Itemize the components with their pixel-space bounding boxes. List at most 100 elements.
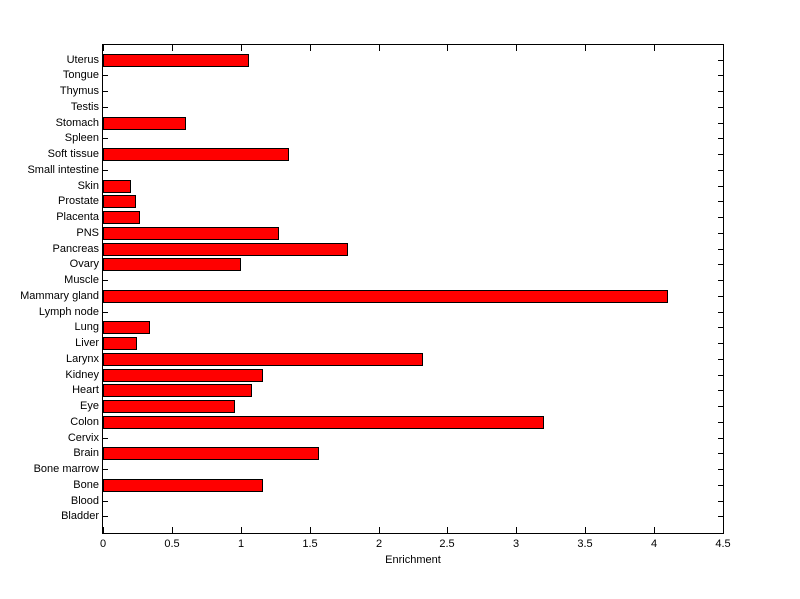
y-axis-label-spleen: Spleen (64, 132, 99, 144)
x-axis-label: Enrichment (385, 554, 441, 566)
y-tick-right-mammary-gland (718, 296, 723, 297)
x-tick-label-1: 1 (237, 538, 245, 550)
y-tick-right-bladder (718, 516, 723, 517)
x-tick-top-1 (241, 45, 242, 51)
y-tick-right-liver (718, 343, 723, 344)
y-tick-right-cervix (718, 438, 723, 439)
y-tick-right-larynx (718, 359, 723, 360)
y-axis-label-heart: Heart (72, 384, 99, 396)
y-tick-left-thymus (103, 91, 108, 92)
x-tick-label-1.5: 1.5 (302, 538, 318, 550)
y-tick-left-bone-marrow (103, 469, 108, 470)
x-tick-bottom-0.5 (172, 527, 173, 533)
y-axis-label-soft-tissue: Soft tissue (47, 148, 99, 160)
y-axis-label-bone-marrow: Bone marrow (33, 463, 99, 475)
y-tick-right-stomach (718, 123, 723, 124)
x-tick-label-0: 0 (99, 538, 107, 550)
x-tick-bottom-1 (241, 527, 242, 533)
bar-skin (103, 180, 131, 193)
bar-larynx (103, 353, 423, 366)
x-tick-label-3: 3 (512, 538, 520, 550)
y-axis-label-eye: Eye (80, 400, 99, 412)
x-tick-label-0.5: 0.5 (164, 538, 180, 550)
y-axis-label-lung: Lung (74, 321, 99, 333)
bar-liver (103, 337, 137, 350)
bar-uterus (103, 54, 249, 67)
x-tick-label-4.5: 4.5 (715, 538, 731, 550)
x-tick-label-4: 4 (650, 538, 658, 550)
bar-kidney (103, 369, 263, 382)
y-tick-right-thymus (718, 91, 723, 92)
y-tick-left-spleen (103, 138, 108, 139)
y-tick-right-testis (718, 107, 723, 108)
y-axis-label-muscle: Muscle (64, 274, 99, 286)
y-tick-left-bladder (103, 516, 108, 517)
bar-prostate (103, 195, 136, 208)
x-tick-bottom-3 (516, 527, 517, 533)
x-tick-top-1.5 (310, 45, 311, 51)
x-tick-bottom-2.5 (447, 527, 448, 533)
y-axis-label-kidney: Kidney (65, 369, 99, 381)
y-axis-label-ovary: Ovary (69, 258, 99, 270)
bar-ovary (103, 258, 241, 271)
y-tick-left-muscle (103, 280, 108, 281)
bar-pns (103, 227, 279, 240)
y-tick-right-placenta (718, 217, 723, 218)
x-tick-label-2.5: 2.5 (439, 538, 455, 550)
y-tick-right-spleen (718, 138, 723, 139)
x-tick-label-2: 2 (375, 538, 383, 550)
y-axis-label-brain: Brain (73, 447, 99, 459)
y-axis-label-cervix: Cervix (67, 432, 99, 444)
y-tick-right-tongue (718, 75, 723, 76)
y-tick-right-brain (718, 453, 723, 454)
y-tick-left-lymph-node (103, 312, 108, 313)
y-tick-right-lung (718, 327, 723, 328)
y-tick-right-muscle (718, 280, 723, 281)
y-tick-right-colon (718, 422, 723, 423)
y-tick-right-bone-marrow (718, 469, 723, 470)
y-tick-left-blood (103, 501, 108, 502)
y-axis-label-larynx: Larynx (65, 353, 99, 365)
y-tick-right-bone (718, 485, 723, 486)
y-axis-label-tongue: Tongue (62, 69, 99, 81)
y-tick-left-small-intestine (103, 170, 108, 171)
y-axis-label-prostate: Prostate (58, 195, 99, 207)
y-axis-label-pancreas: Pancreas (52, 243, 99, 255)
x-tick-bottom-1.5 (310, 527, 311, 533)
y-tick-right-uterus (718, 60, 723, 61)
y-axis-label-blood: Blood (70, 495, 99, 507)
bar-mammary-gland (103, 290, 668, 303)
x-tick-bottom-4.5 (723, 527, 724, 533)
x-tick-bottom-2 (379, 527, 380, 533)
y-axis-label-liver: Liver (75, 337, 99, 349)
y-tick-right-ovary (718, 264, 723, 265)
x-tick-top-0.5 (172, 45, 173, 51)
bar-bone (103, 479, 263, 492)
y-tick-right-lymph-node (718, 312, 723, 313)
y-tick-right-kidney (718, 375, 723, 376)
bar-colon (103, 416, 544, 429)
x-tick-top-4.5 (723, 45, 724, 51)
bar-heart (103, 384, 252, 397)
y-tick-right-small-intestine (718, 170, 723, 171)
y-axis-label-placenta: Placenta (56, 211, 99, 223)
y-tick-right-pancreas (718, 249, 723, 250)
x-tick-bottom-0 (103, 527, 104, 533)
y-axis-label-bladder: Bladder (61, 510, 99, 522)
y-axis-label-testis: Testis (70, 101, 99, 113)
bar-lung (103, 321, 150, 334)
bar-eye (103, 400, 235, 413)
y-axis-label-skin: Skin (77, 180, 99, 192)
y-tick-left-cervix (103, 438, 108, 439)
y-axis-label-uterus: Uterus (66, 54, 99, 66)
x-tick-bottom-3.5 (585, 527, 586, 533)
y-axis-label-lymph-node: Lymph node (38, 306, 99, 318)
x-tick-top-2.5 (447, 45, 448, 51)
y-axis-label-small-intestine: Small intestine (27, 164, 99, 176)
x-tick-top-3.5 (585, 45, 586, 51)
bar-soft-tissue (103, 148, 289, 161)
y-axis-label-thymus: Thymus (59, 85, 99, 97)
y-axis-label-mammary-gland: Mammary gland (20, 290, 99, 302)
y-axis-label-bone: Bone (73, 479, 99, 491)
